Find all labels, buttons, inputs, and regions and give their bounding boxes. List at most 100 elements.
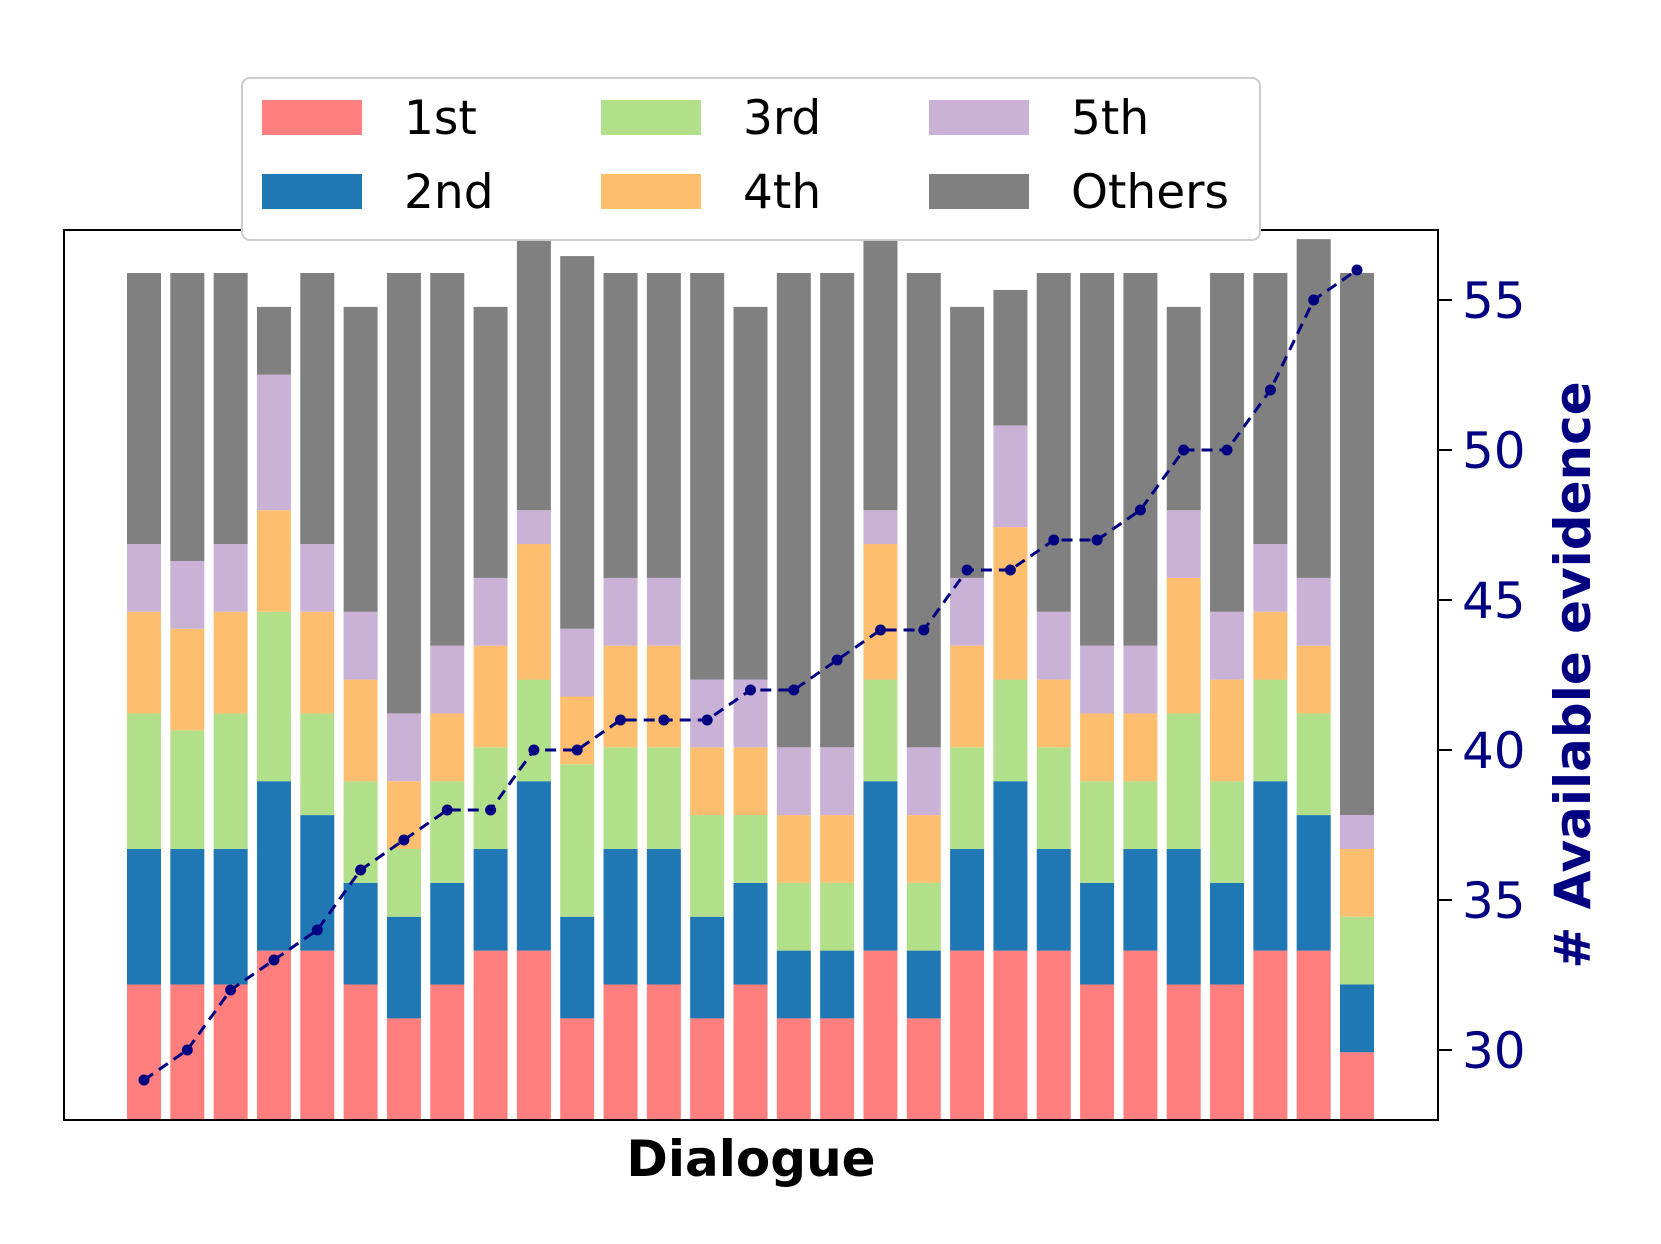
bar-segment-2nd-18 [863,781,898,951]
evidence-point-8 [441,804,453,816]
bar-segment-2nd-1 [127,848,161,985]
bar-segment-3rd-14 [690,815,725,917]
bar-segment-4th-17 [820,815,855,883]
bar-segment-others-15 [733,306,768,680]
bar-segment-2nd-2 [170,848,205,985]
bar-segment-3rd-22 [1036,747,1071,849]
bar-segment-5th-1 [127,544,161,612]
bar-segment-others-10 [516,239,551,511]
evidence-point-28 [1308,294,1320,306]
bar-segment-4th-8 [430,713,465,782]
bar-segment-3rd-28 [1296,713,1331,816]
bar-segment-others-2 [170,273,205,561]
bar-segment-4th-28 [1296,645,1331,714]
bar-segment-others-12 [603,273,638,578]
bar-segment-3rd-12 [603,747,638,849]
bar-segment-3rd-8 [430,781,465,883]
bar-segment-5th-9 [473,577,508,646]
bar-segment-2nd-8 [430,882,465,985]
bar-segment-others-16 [776,273,811,748]
bar-segment-others-29 [1340,273,1374,816]
bar-segment-1st-14 [690,1018,725,1120]
legend-swatch-others [929,174,1029,209]
bar-segment-4th-22 [1036,679,1071,748]
bar-segment-4th-26 [1210,679,1245,782]
bar-segment-3rd-19 [906,882,941,951]
bar-segment-3rd-25 [1166,713,1201,849]
bar-segment-others-7 [386,273,421,714]
bar-segment-4th-25 [1166,577,1201,714]
y-tick-label-35: 35 [1462,872,1526,930]
legend-swatch-2nd [262,174,362,209]
bar-segment-2nd-26 [1210,882,1245,985]
bar-segment-1st-20 [950,950,985,1120]
y-tick-label-30: 30 [1462,1022,1526,1080]
evidence-point-10 [528,744,540,756]
bar-segment-4th-29 [1340,848,1374,917]
bar-segment-5th-3 [213,544,248,612]
bar-segment-others-1 [127,273,161,545]
bar-segment-5th-11 [560,628,595,697]
bar-segment-2nd-21 [993,781,1028,951]
evidence-point-9 [485,804,497,816]
evidence-point-23 [1091,534,1103,546]
evidence-point-3 [225,984,237,996]
bar-segment-3rd-23 [1080,781,1115,883]
bar-segment-5th-10 [516,510,551,545]
evidence-point-18 [875,624,886,636]
y-tick-label-55: 55 [1462,272,1526,330]
bar-segment-1st-11 [560,1018,595,1120]
evidence-point-25 [1178,444,1190,456]
bar-segment-3rd-18 [863,679,898,782]
bar-segment-3rd-9 [473,747,508,849]
bar-segment-5th-19 [906,747,941,816]
bar-segment-others-22 [1036,273,1071,612]
bar-segment-5th-7 [386,713,421,782]
evidence-point-15 [745,684,756,696]
right-axis: 30 35 40 45 50 55 [1438,272,1526,1080]
legend-label-3rd: 3rd [743,91,821,146]
bar-segment-5th-16 [776,747,811,816]
bar-segment-1st-18 [863,950,898,1120]
bar-segment-2nd-9 [473,848,508,951]
bars-group [127,239,1374,1120]
bar-segment-2nd-7 [386,916,421,1019]
bar-segment-1st-6 [343,984,378,1120]
bar-segment-3rd-4 [256,611,291,782]
bar-segment-3rd-16 [776,882,811,951]
legend-swatch-4th [601,174,701,209]
bar-segment-others-26 [1210,273,1245,612]
bar-segment-3rd-29 [1340,916,1374,985]
bar-segment-4th-1 [127,611,161,714]
bar-segment-others-25 [1166,306,1201,511]
bar-segment-1st-8 [430,984,465,1120]
bar-segment-1st-9 [473,950,508,1120]
bar-segment-5th-21 [993,425,1028,528]
bar-segment-1st-21 [993,950,1028,1120]
y-tick-label-50: 50 [1462,422,1526,480]
bar-segment-4th-6 [343,679,378,782]
legend-swatch-3rd [601,100,701,135]
bar-segment-5th-28 [1296,577,1331,646]
bar-segment-4th-4 [256,510,291,612]
bar-segment-4th-24 [1123,713,1158,782]
bar-segment-4th-18 [863,544,898,680]
bar-segment-3rd-1 [127,713,161,849]
bar-segment-5th-13 [646,577,681,646]
evidence-point-2 [181,1044,193,1056]
bar-segment-4th-14 [690,747,725,816]
bar-segment-4th-16 [776,815,811,883]
bar-segment-5th-18 [863,510,898,545]
bar-segment-others-13 [646,273,681,578]
bar-segment-5th-17 [820,747,855,816]
bar-segment-2nd-16 [776,950,811,1019]
bar-segment-5th-25 [1166,510,1201,578]
bar-segment-1st-17 [820,1018,855,1120]
bar-segment-others-4 [256,306,291,375]
y-axis-label: # Available evidence [1544,381,1602,968]
bar-segment-4th-10 [516,544,551,680]
bar-segment-1st-15 [733,984,768,1120]
bar-segment-others-20 [950,306,985,578]
bar-segment-4th-19 [906,815,941,883]
